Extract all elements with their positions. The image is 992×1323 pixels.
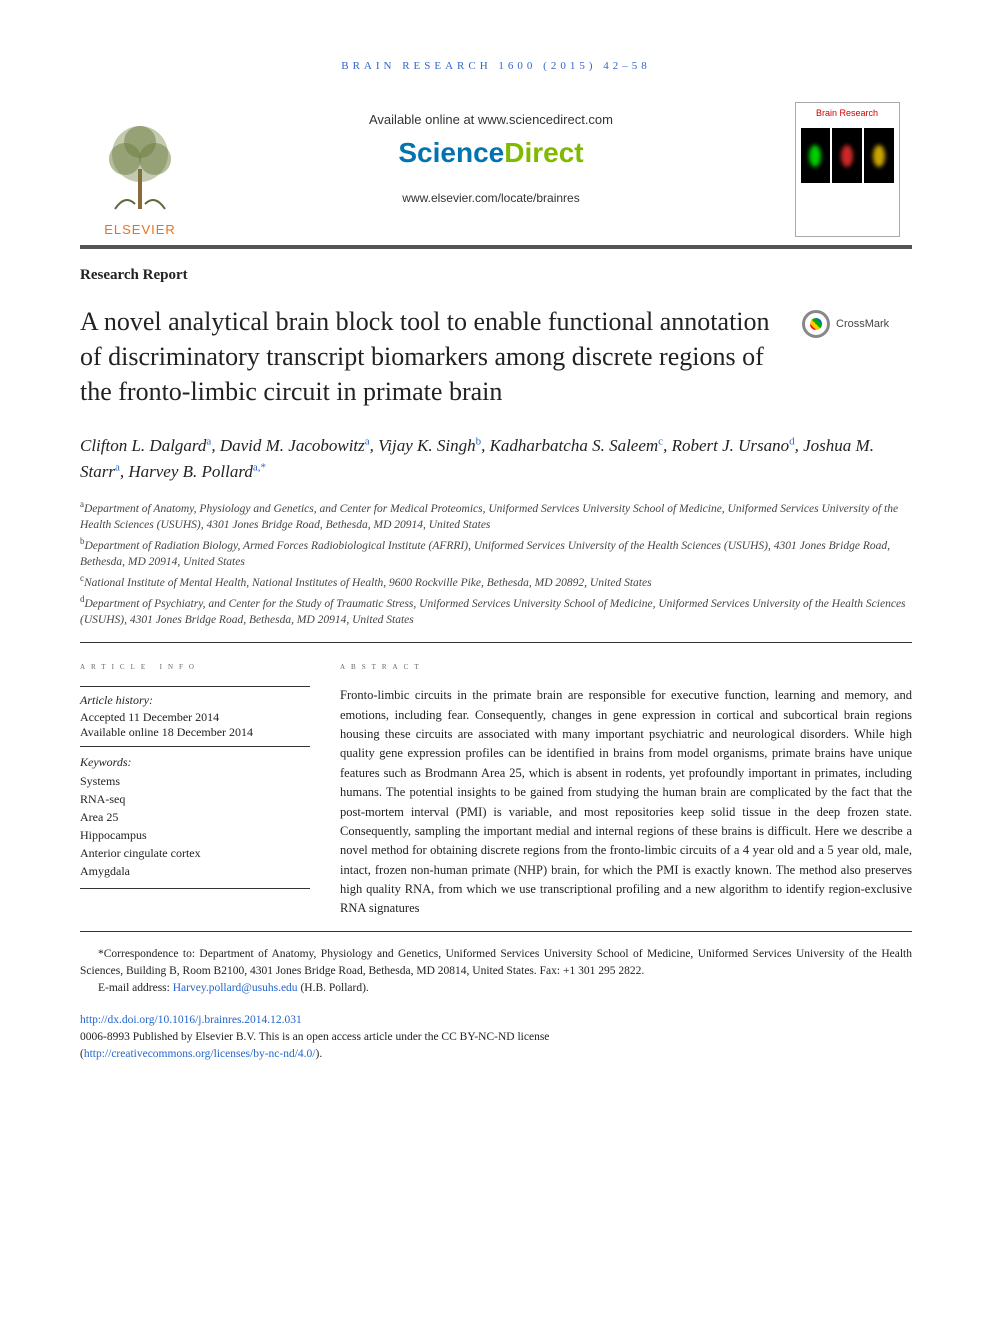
author-list: Clifton L. Dalgarda, David M. Jacobowitz… [80, 433, 912, 484]
history-label: Article history: [80, 693, 310, 708]
article-info-heading: article info [80, 661, 310, 672]
journal-cover-block: Brain Research [782, 102, 912, 237]
author-affiliation-marker: d [789, 436, 795, 448]
sciencedirect-logo[interactable]: ScienceDirect [210, 137, 772, 169]
crossmark-button[interactable]: CrossMark [802, 310, 912, 338]
sd-word-science: Science [398, 137, 504, 168]
affiliation: cNational Institute of Mental Health, Na… [80, 572, 912, 591]
cover-title: Brain Research [796, 108, 899, 118]
abstract-column: abstract Fronto-limbic circuits in the p… [340, 661, 912, 919]
keywords-block: Keywords: SystemsRNA-seqArea 25Hippocamp… [80, 755, 310, 889]
accepted-date: Accepted 11 December 2014 [80, 710, 310, 725]
author-affiliation-marker: a,* [253, 461, 266, 473]
corresponding-email-link[interactable]: Harvey.pollard@usuhs.edu [173, 982, 298, 994]
footnotes: *Correspondence to: Department of Anatom… [80, 946, 912, 998]
sd-word-direct: Direct [504, 137, 583, 168]
article-title: A novel analytical brain block tool to e… [80, 304, 782, 409]
journal-cover-thumbnail[interactable]: Brain Research [795, 102, 900, 237]
author: David M. Jacobowitza [220, 436, 370, 455]
issn-text: 0006-8993 Published by Elsevier B.V. Thi… [80, 1031, 549, 1043]
running-head: BRAIN RESEARCH 1600 (2015) 42–58 [80, 60, 912, 72]
affiliation-marker: a [80, 499, 84, 509]
journal-homepage-link[interactable]: www.elsevier.com/locate/brainres [210, 191, 772, 205]
keyword: Hippocampus [80, 826, 310, 844]
crossmark-label: CrossMark [836, 318, 889, 330]
info-abstract-row: article info Article history: Accepted 1… [80, 661, 912, 932]
doi-link[interactable]: http://dx.doi.org/10.1016/j.brainres.201… [80, 1014, 302, 1026]
affiliation-marker: b [80, 536, 85, 546]
masthead-center: Available online at www.sciencedirect.co… [200, 102, 782, 237]
article-page: BRAIN RESEARCH 1600 (2015) 42–58 ELSEVIE… [0, 0, 992, 1103]
abstract-text: Fronto-limbic circuits in the primate br… [340, 686, 912, 919]
author: Robert J. Ursanod [672, 436, 795, 455]
author-affiliation-marker: a [365, 436, 370, 448]
publisher-block: ELSEVIER [80, 102, 200, 237]
keyword: Anterior cingulate cortex [80, 844, 310, 862]
affiliation-list: aDepartment of Anatomy, Physiology and G… [80, 498, 912, 643]
correspondence-footnote: *Correspondence to: Department of Anatom… [80, 946, 912, 981]
article-history-block: Article history: Accepted 11 December 20… [80, 686, 310, 747]
email-label: E-mail address: [98, 982, 173, 994]
online-date: Available online 18 December 2014 [80, 725, 310, 740]
elsevier-tree-icon [95, 114, 185, 214]
affiliation: aDepartment of Anatomy, Physiology and G… [80, 498, 912, 533]
author: Kadharbatcha S. Saleemc [490, 436, 663, 455]
affiliation: bDepartment of Radiation Biology, Armed … [80, 535, 912, 570]
author-affiliation-marker: a [115, 461, 120, 473]
author-affiliation-marker: a [206, 436, 211, 448]
author-affiliation-marker: b [476, 436, 482, 448]
article-info-column: article info Article history: Accepted 1… [80, 661, 310, 919]
title-row: A novel analytical brain block tool to e… [80, 304, 912, 409]
cover-image-cells [801, 128, 894, 183]
available-online-text: Available online at www.sciencedirect.co… [210, 112, 772, 127]
crossmark-icon [802, 310, 830, 338]
abstract-heading: abstract [340, 661, 912, 672]
license-link[interactable]: http://creativecommons.org/licenses/by-n… [84, 1048, 316, 1060]
author: Clifton L. Dalgarda [80, 436, 211, 455]
keyword: RNA-seq [80, 790, 310, 808]
email-person: (H.B. Pollard). [298, 982, 369, 994]
elsevier-wordmark: ELSEVIER [104, 222, 176, 237]
affiliation-marker: c [80, 573, 84, 583]
keywords-label: Keywords: [80, 755, 310, 770]
issn-license-line: 0006-8993 Published by Elsevier B.V. Thi… [80, 1029, 912, 1046]
author: Harvey B. Pollarda,* [128, 462, 266, 481]
email-footnote: E-mail address: Harvey.pollard@usuhs.edu… [80, 980, 912, 997]
masthead: ELSEVIER Available online at www.science… [80, 102, 912, 249]
keyword: Systems [80, 772, 310, 790]
keyword: Area 25 [80, 808, 310, 826]
affiliation-marker: d [80, 594, 85, 604]
author: Vijay K. Singhb [378, 436, 481, 455]
keyword: Amygdala [80, 862, 310, 880]
doi-license-block: http://dx.doi.org/10.1016/j.brainres.201… [80, 1012, 912, 1064]
article-type: Research Report [80, 267, 912, 284]
affiliation: dDepartment of Psychiatry, and Center fo… [80, 593, 912, 628]
author-affiliation-marker: c [658, 436, 663, 448]
